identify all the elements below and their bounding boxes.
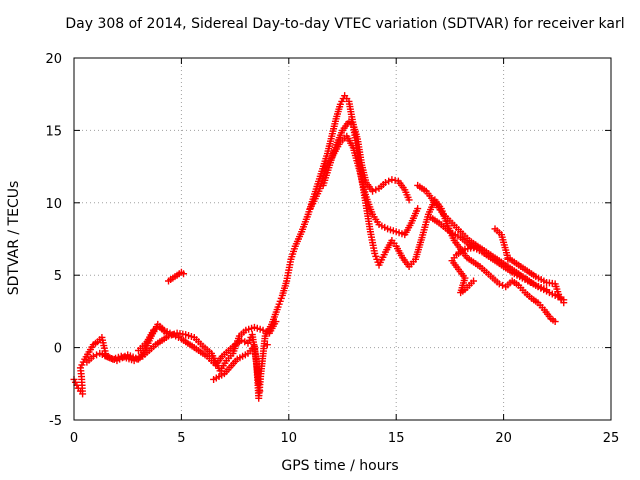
y-tick-label: 10 xyxy=(45,197,62,212)
data-point xyxy=(560,299,568,307)
data-point xyxy=(470,244,478,252)
grid-lines xyxy=(74,58,611,420)
data-point xyxy=(262,328,270,336)
data-point xyxy=(495,280,503,288)
data-point xyxy=(504,255,512,263)
series-middle-branch xyxy=(306,132,422,239)
data-point xyxy=(256,387,264,395)
data-point xyxy=(551,318,559,326)
x-tick-label: 10 xyxy=(281,431,298,446)
data-point xyxy=(372,186,380,194)
data-point xyxy=(89,352,97,360)
data-point xyxy=(162,329,170,337)
data-point xyxy=(405,196,413,204)
y-tick-label: 20 xyxy=(45,52,62,67)
y-tick-label: 0 xyxy=(54,342,62,357)
y-tick-label: -5 xyxy=(49,414,62,429)
data-point xyxy=(388,176,396,184)
series-upper-branch xyxy=(319,118,413,204)
data-point xyxy=(369,187,377,195)
data-point xyxy=(414,205,422,213)
data-points xyxy=(70,92,568,402)
data-point xyxy=(259,326,267,334)
y-tick-label: 5 xyxy=(54,269,62,284)
x-tick-label: 20 xyxy=(495,431,512,446)
x-tick-label: 0 xyxy=(70,431,78,446)
plot-frame xyxy=(73,57,612,421)
series-early-variation xyxy=(83,318,280,395)
y-tick-label: 15 xyxy=(45,124,62,139)
chart-title: Day 308 of 2014, Sidereal Day-to-day VTE… xyxy=(65,16,624,32)
data-point xyxy=(272,318,280,326)
x-tick-label: 15 xyxy=(388,431,405,446)
data-point xyxy=(385,177,393,185)
data-point xyxy=(149,326,157,334)
tick-marks xyxy=(73,57,612,421)
data-point xyxy=(391,176,399,184)
series-right-cluster xyxy=(414,181,568,307)
data-point xyxy=(381,179,389,187)
data-point xyxy=(543,286,551,294)
x-tick-label: 5 xyxy=(177,431,185,446)
data-point xyxy=(180,270,188,278)
x-axis-label: GPS time / hours xyxy=(281,458,398,474)
data-point xyxy=(241,338,249,346)
axes xyxy=(73,57,612,421)
data-point xyxy=(263,341,271,349)
tick-labels: 0 5 10 15 20 25 -5 0 5 10 15 20 xyxy=(45,52,619,446)
x-tick-label: 25 xyxy=(603,431,620,446)
series-main-track xyxy=(70,92,559,402)
y-axis-label: SDTVAR / TECUs xyxy=(6,181,22,296)
series-isolated-points xyxy=(165,268,188,285)
